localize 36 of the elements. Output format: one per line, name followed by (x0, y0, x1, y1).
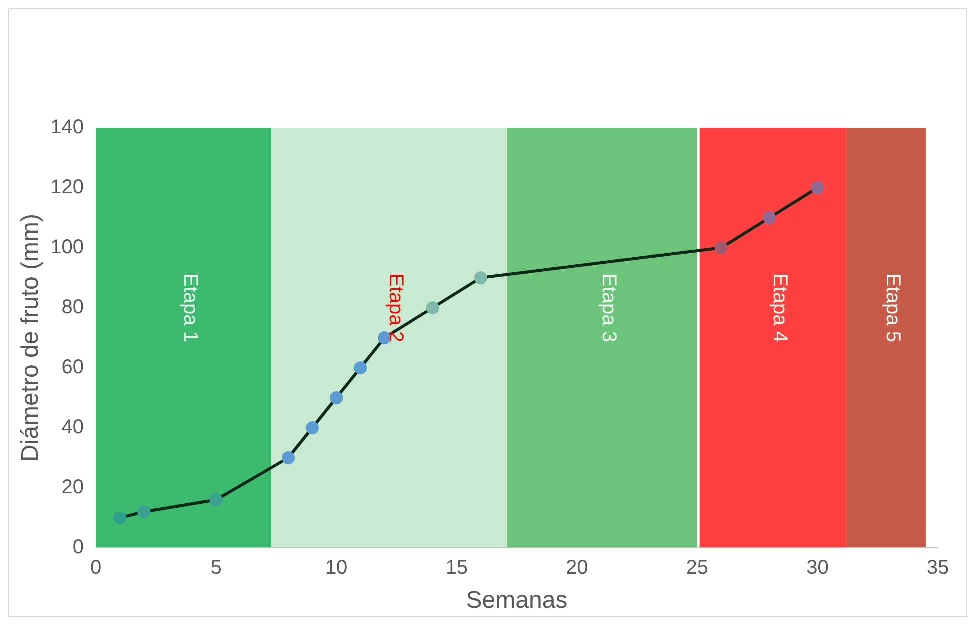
x-tick-label: 10 (325, 557, 348, 579)
band-label: Etapa 4 (768, 274, 791, 342)
x-tick-label: 20 (566, 557, 588, 579)
point (114, 512, 127, 524)
x-tick-label: 35 (926, 557, 950, 579)
y-tick-label: 40 (62, 416, 84, 438)
y-tick-label: 20 (62, 476, 84, 498)
y-tick-label: 80 (62, 296, 84, 318)
y-tick-label: 60 (62, 356, 84, 378)
x-tick-label: 30 (806, 557, 829, 579)
point (474, 272, 488, 284)
y-tick-label: 0 (72, 536, 84, 558)
y-tick-label: 120 (50, 176, 84, 198)
point (354, 362, 368, 374)
point (210, 494, 223, 506)
point (138, 506, 151, 518)
point (714, 242, 728, 254)
point (811, 182, 824, 194)
x-tick-label: 25 (686, 557, 709, 579)
point (378, 332, 392, 344)
band-label: Etapa 3 (598, 274, 620, 342)
y-axis-title: Diámetro de fruto (mm) (17, 214, 44, 462)
x-tick-label: 5 (210, 557, 222, 579)
y-tick-label: 100 (50, 236, 84, 258)
y-tick-label: 140 (50, 116, 84, 138)
band-label: Etapa 2 (385, 274, 408, 342)
point (426, 302, 440, 314)
point (282, 452, 295, 464)
x-tick-label: 15 (446, 557, 468, 579)
x-axis-title: Semanas (466, 587, 568, 614)
band-label: Etapa 5 (882, 274, 904, 342)
band-label: Etapa 1 (180, 274, 202, 342)
point (306, 422, 320, 434)
x-tick-label: 0 (90, 557, 102, 579)
point (763, 212, 776, 224)
point (330, 392, 344, 404)
